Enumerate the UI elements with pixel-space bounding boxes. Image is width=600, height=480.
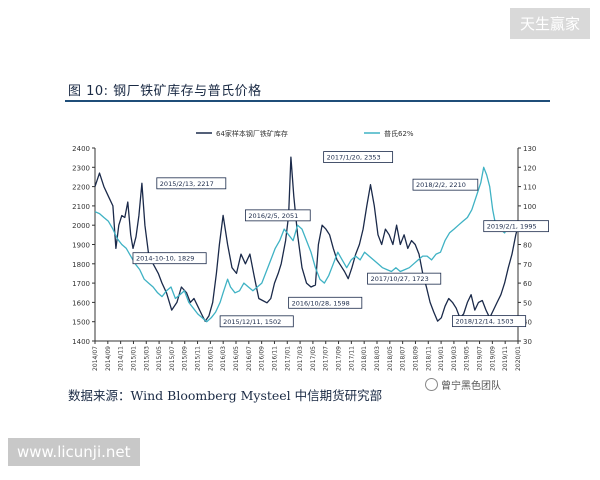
x-tick-label: 2016/03: [220, 346, 227, 371]
annotation-label: 2017/1/20, 2353: [327, 154, 381, 162]
x-tick-label: 2018/03: [374, 346, 381, 371]
annotation-box: [132, 252, 207, 265]
annotation-label: 2015/2/13, 2217: [160, 180, 214, 188]
wechat-tag: 曾宁黑色团队: [425, 377, 501, 392]
annotation-label: 2018/12/14, 1503: [455, 318, 513, 326]
series-line-platts: [94, 166, 518, 323]
x-tick-label: 2018/07: [400, 346, 407, 371]
y-left-tick-label: 2400: [72, 145, 90, 153]
x-tick-label: 2019/03: [451, 346, 458, 371]
annotation-box: [323, 151, 394, 163]
legend-label-platts: 普氏62%: [384, 129, 414, 138]
y-left-tick-label: 1700: [72, 280, 90, 288]
annotation-label: 2019/2/1, 1995: [487, 223, 537, 231]
annotation-box: [156, 177, 227, 190]
x-tick-label: 2015/05: [156, 346, 163, 371]
y-right-tick-label: 80: [523, 242, 532, 250]
y-left-tick-label: 1500: [72, 319, 90, 327]
x-tick-label: 2016/07: [246, 346, 253, 371]
x-tick-label: 2014/09: [105, 346, 112, 371]
x-tick-label: 2019/11: [502, 346, 509, 371]
source-note: 数据来源：Wind Bloomberg Mysteel 中信期货研究部: [68, 388, 383, 403]
y-right-tick-label: 40: [523, 319, 532, 327]
title-rule: [65, 100, 550, 102]
x-tick-label: 2016/05: [233, 346, 240, 371]
y-left-tick-label: 2000: [72, 222, 90, 230]
y-right-tick-label: 50: [523, 299, 532, 307]
annotation-label: 2015/12/11, 1502: [223, 318, 281, 326]
x-tick-label: 2015/09: [182, 346, 189, 371]
x-tick-label: 2017/01: [284, 346, 291, 371]
y-right-tick-label: 120: [523, 164, 536, 172]
x-tick-label: 2017/03: [297, 346, 304, 371]
x-tick-label: 2020/01: [515, 346, 522, 371]
y-right-tick-label: 100: [523, 203, 536, 211]
x-tick-label: 2016/01: [207, 346, 214, 371]
y-right-tick-label: 70: [523, 261, 532, 269]
wechat-icon: [425, 378, 438, 391]
y-left-tick-label: 1900: [72, 242, 90, 250]
annotation-label: 2018/2/2, 2210: [416, 181, 466, 189]
x-tick-label: 2017/11: [348, 346, 355, 371]
annotation-label: 2016/2/5, 2051: [248, 212, 298, 220]
x-tick-label: 2019/09: [489, 346, 496, 371]
x-tick-label: 2019/07: [477, 346, 484, 371]
y-left-tick-label: 1800: [72, 261, 90, 269]
annotation-box: [219, 315, 294, 328]
x-tick-label: 2018/09: [412, 346, 419, 371]
annotation-box: [483, 220, 549, 233]
x-tick-label: 2017/09: [336, 346, 343, 371]
annotation-box: [245, 209, 311, 222]
annotation-box: [367, 272, 442, 285]
y-right-tick-label: 30: [523, 338, 532, 346]
x-tick-label: 2015/03: [143, 346, 150, 371]
annotation-label: 2017/10/27, 1723: [371, 275, 429, 283]
x-tick-label: 2016/09: [259, 346, 266, 371]
x-tick-label: 2014/07: [92, 346, 99, 371]
x-tick-label: 2018/11: [425, 346, 432, 371]
x-tick-label: 2016/11: [271, 346, 278, 371]
annotation-label: 2016/10/28, 1598: [292, 299, 350, 307]
y-left-tick-label: 2200: [72, 184, 90, 192]
x-tick-label: 2017/05: [310, 346, 317, 371]
x-tick-label: 2017/07: [323, 346, 330, 371]
x-tick-label: 2015/07: [169, 346, 176, 371]
x-tick-label: 2018/05: [387, 346, 394, 371]
figure-title: 图 10: 钢厂铁矿库存与普氏价格: [68, 84, 262, 99]
legend-label-inventory: 64家样本钢厂铁矿库存: [216, 129, 288, 138]
y-left-tick-label: 2300: [72, 164, 90, 172]
x-tick-label: 2014/11: [118, 346, 125, 371]
annotation-box: [452, 315, 527, 328]
y-right-tick-label: 60: [523, 280, 532, 288]
x-tick-label: 2018/01: [361, 346, 368, 371]
series-line-inventory: [94, 156, 519, 322]
x-tick-label: 2015/01: [130, 346, 137, 371]
annotation-box: [412, 178, 479, 191]
watermark-url: www.licunji.net: [8, 438, 140, 466]
y-left-tick-label: 2100: [72, 203, 90, 211]
y-left-tick-label: 1400: [72, 338, 90, 346]
y-right-tick-label: 110: [523, 184, 536, 192]
x-tick-label: 2019/01: [438, 346, 445, 371]
y-left-tick-label: 1600: [72, 299, 90, 307]
annotation-box: [288, 296, 363, 309]
x-tick-label: 2015/11: [195, 346, 202, 371]
wechat-label: 曾宁黑色团队: [441, 381, 501, 392]
y-right-tick-label: 130: [523, 145, 536, 153]
watermark-top: 天生赢家: [509, 8, 590, 39]
x-tick-label: 2019/05: [464, 346, 471, 371]
annotation-label: 2014-10-10, 1829: [136, 255, 194, 263]
